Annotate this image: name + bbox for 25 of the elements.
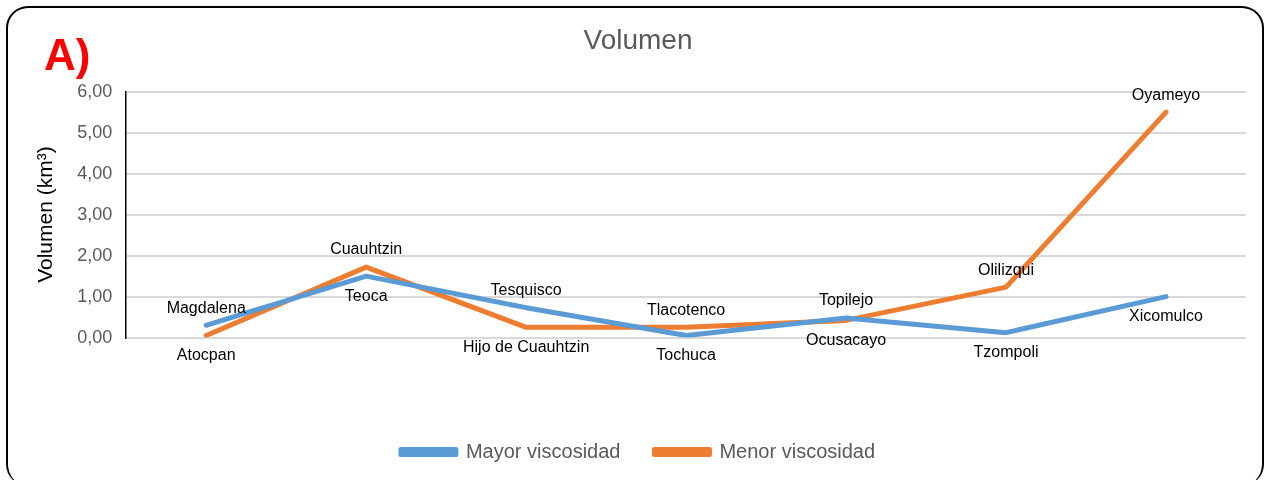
y-axis-title: Volumen (km³) [33,146,57,283]
data-label: Xicomulco [1129,307,1204,325]
data-label: Teoca [344,286,388,304]
data-label: Oyameyo [1131,85,1201,103]
data-label: Tesquisco [490,281,562,299]
y-tick-label: 4,00 [77,162,113,183]
data-label: Atocpan [176,345,236,363]
data-label: Ocusacayo [806,330,887,348]
data-label: Tochuca [656,345,717,363]
y-tick-label: 6,00 [77,80,113,101]
y-tick-label: 1,00 [77,285,113,306]
data-label: Tzompoli [973,343,1039,361]
y-tick-label: 0,00 [77,326,113,347]
data-label: Magdalena [166,298,246,316]
data-label: Cuauhtzin [330,240,403,258]
y-tick-label: 5,00 [77,121,113,142]
data-label: Hijo de Cuauhtzin [463,337,590,355]
y-tick-label: 3,00 [77,203,113,224]
text: A) [44,30,91,80]
data-label: Tlacotenco [646,300,726,318]
data-label: Topilejo [818,291,874,309]
legend-label: Menor viscosidad [719,439,876,462]
y-tick-label: 2,00 [77,244,113,265]
chart-title: Volumen [583,23,693,55]
legend-label: Mayor viscosidad [465,439,621,462]
